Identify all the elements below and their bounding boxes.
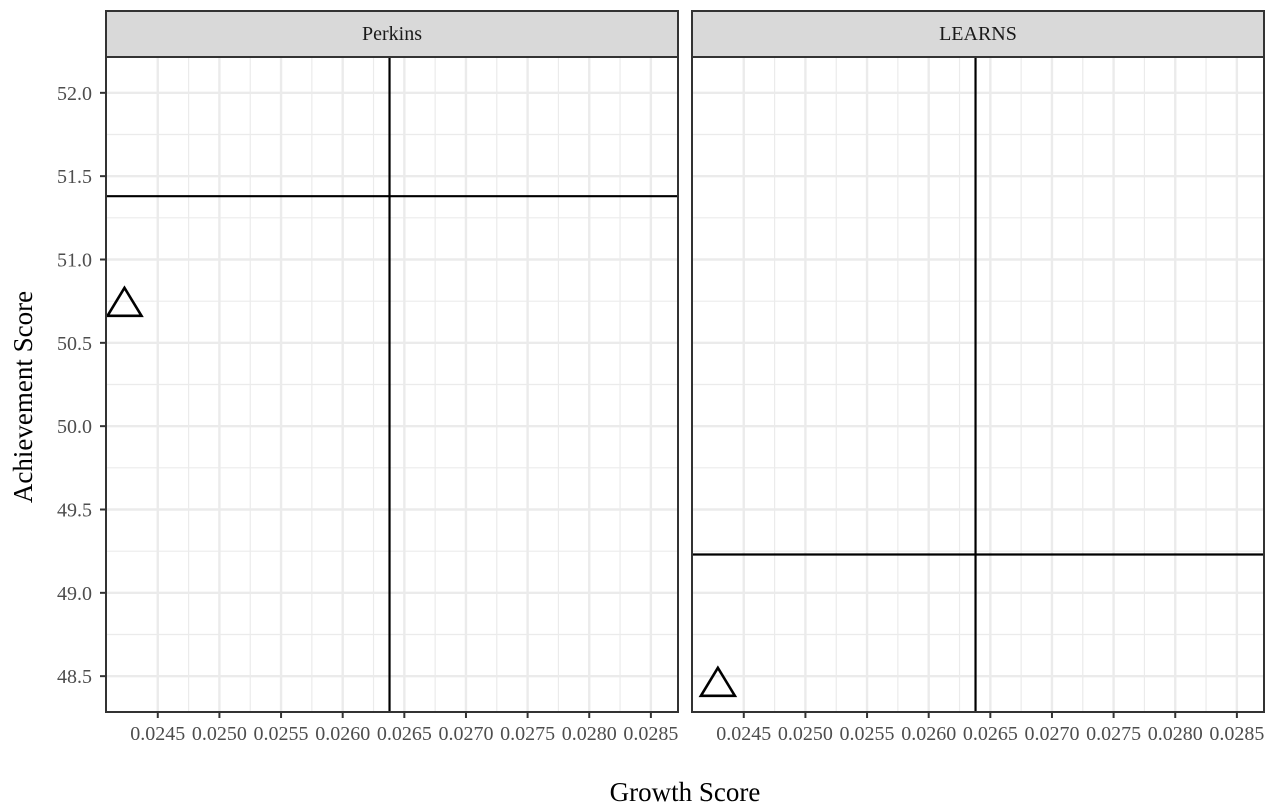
x-tick-label: 0.0270 — [1024, 723, 1079, 745]
y-tick-label: 49.5 — [57, 500, 92, 522]
panels-layer: Perkins 0.0245 0.0250 0.0255 0.0260 0.0265 0.0… — [57, 10, 1265, 745]
facet-title: Perkins — [362, 23, 422, 45]
panel-learns: LEARNS 0.0245 0.0250 0.0255 0.0260 0.0265 0.02… — [691, 10, 1265, 745]
y-tick-label: 51.0 — [57, 250, 92, 272]
x-tick-label: 0.0275 — [500, 723, 555, 745]
y-tick-label: 49.0 — [57, 583, 92, 605]
x-tick-label: 0.0250 — [778, 723, 833, 745]
panel-perkins: Perkins 0.0245 0.0250 0.0255 0.0260 0.0265 0.0… — [57, 10, 679, 745]
x-tick-label: 0.0245 — [716, 723, 771, 745]
x-tick-label: 0.0265 — [963, 723, 1018, 745]
x-tick-label: 0.0280 — [1148, 723, 1203, 745]
x-tick-label: 0.0265 — [377, 723, 432, 745]
x-tick-label: 0.0275 — [1086, 723, 1141, 745]
x-tick-label: 0.0260 — [315, 723, 370, 745]
data-point-triangle — [105, 285, 144, 318]
facet-title: LEARNS — [939, 23, 1017, 45]
x-axis-title: Growth Score — [610, 777, 761, 807]
x-tick-label: 0.0280 — [562, 723, 617, 745]
y-tick-label: 51.5 — [57, 166, 92, 188]
x-tick-label: 0.0255 — [254, 723, 309, 745]
facet-strip — [105, 10, 679, 58]
y-tick-label: 50.0 — [57, 416, 92, 438]
panel-border — [691, 56, 1265, 713]
x-tick-label: 0.0285 — [1209, 723, 1264, 745]
y-axis-title: Achievement Score — [8, 291, 38, 503]
y-tick-label: 48.5 — [57, 666, 92, 688]
x-tick-label: 0.0285 — [623, 723, 678, 745]
x-tick-label: 0.0245 — [130, 723, 185, 745]
x-tick-label: 0.0270 — [438, 723, 493, 745]
x-tick-label: 0.0255 — [840, 723, 895, 745]
x-tick-label: 0.0250 — [192, 723, 247, 745]
x-tick-label: 0.0260 — [901, 723, 956, 745]
data-point-triangle — [698, 665, 738, 698]
panel-border — [105, 56, 679, 713]
y-tick-label: 50.5 — [57, 333, 92, 355]
y-tick-label: 52.0 — [57, 83, 92, 105]
